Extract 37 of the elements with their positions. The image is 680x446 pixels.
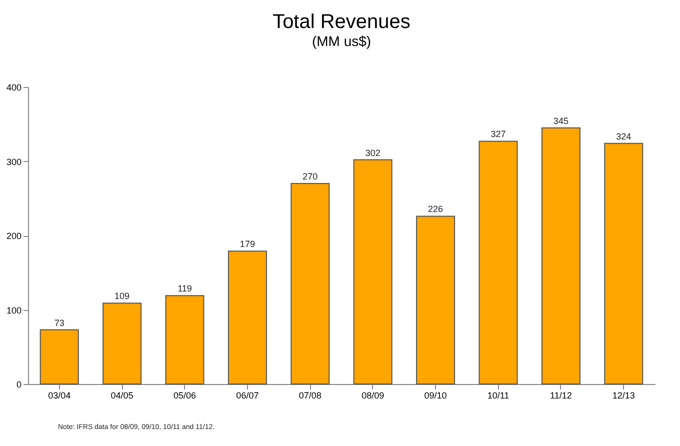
bar [40, 329, 79, 384]
data-label: 179 [240, 239, 255, 250]
x-tick-label: 06/07 [236, 390, 259, 400]
data-label: 345 [553, 116, 568, 126]
y-tick-label: 300 [6, 156, 22, 167]
x-tick-label: 11/12 [550, 390, 572, 400]
y-tick-label: 200 [6, 231, 22, 241]
bar [290, 183, 330, 384]
x-tick-label: 12/13 [612, 390, 635, 400]
chart-title: Total Revenues [272, 11, 410, 33]
x-tick-label: 08/09 [362, 390, 384, 400]
y-tick-label: 400 [6, 82, 22, 92]
x-tick-label: 05/06 [173, 390, 196, 400]
y-tick-label: 0 [16, 380, 22, 390]
chart-subtitle: (MM us$) [312, 33, 372, 49]
bar [165, 295, 204, 384]
bar [353, 159, 392, 384]
bar [102, 302, 142, 384]
data-label: 73 [54, 318, 64, 328]
bar [228, 250, 267, 384]
bar [541, 127, 580, 384]
data-label: 327 [490, 129, 506, 140]
x-tick-label: 07/08 [298, 390, 322, 400]
x-tick-label: 03/04 [48, 390, 71, 400]
y-tick-label: 100 [6, 305, 22, 316]
x-tick-label: 09/10 [424, 390, 447, 400]
data-label: 324 [616, 131, 632, 142]
data-label: 302 [365, 148, 380, 158]
data-label: 226 [428, 204, 444, 214]
bar [416, 216, 456, 384]
data-label: 119 [178, 284, 192, 294]
data-label: 109 [114, 291, 130, 302]
x-tick-label: 10/11 [487, 390, 510, 400]
x-tick-label: 04/05 [110, 390, 134, 400]
bar [604, 142, 644, 384]
data-label: 270 [302, 172, 318, 182]
bar [478, 140, 518, 384]
